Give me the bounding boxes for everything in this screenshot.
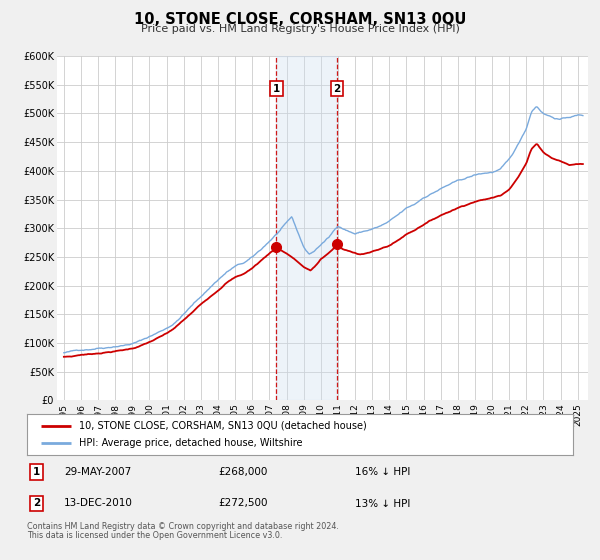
- Text: £268,000: £268,000: [218, 467, 268, 477]
- Text: 10, STONE CLOSE, CORSHAM, SN13 0QU (detached house): 10, STONE CLOSE, CORSHAM, SN13 0QU (deta…: [79, 421, 367, 431]
- Text: £272,500: £272,500: [218, 498, 268, 508]
- Text: 13-DEC-2010: 13-DEC-2010: [64, 498, 133, 508]
- Text: HPI: Average price, detached house, Wiltshire: HPI: Average price, detached house, Wilt…: [79, 438, 302, 449]
- Text: 10, STONE CLOSE, CORSHAM, SN13 0QU: 10, STONE CLOSE, CORSHAM, SN13 0QU: [134, 12, 466, 27]
- Text: 1: 1: [33, 467, 40, 477]
- Text: 16% ↓ HPI: 16% ↓ HPI: [355, 467, 410, 477]
- Text: 1: 1: [273, 83, 280, 94]
- Bar: [277, 56, 337, 400]
- Text: This data is licensed under the Open Government Licence v3.0.: This data is licensed under the Open Gov…: [27, 531, 283, 540]
- Text: Contains HM Land Registry data © Crown copyright and database right 2024.: Contains HM Land Registry data © Crown c…: [27, 522, 339, 531]
- Text: Price paid vs. HM Land Registry's House Price Index (HPI): Price paid vs. HM Land Registry's House …: [140, 24, 460, 34]
- Text: 2: 2: [33, 498, 40, 508]
- Text: 13% ↓ HPI: 13% ↓ HPI: [355, 498, 410, 508]
- Text: 29-MAY-2007: 29-MAY-2007: [64, 467, 131, 477]
- Text: 2: 2: [334, 83, 341, 94]
